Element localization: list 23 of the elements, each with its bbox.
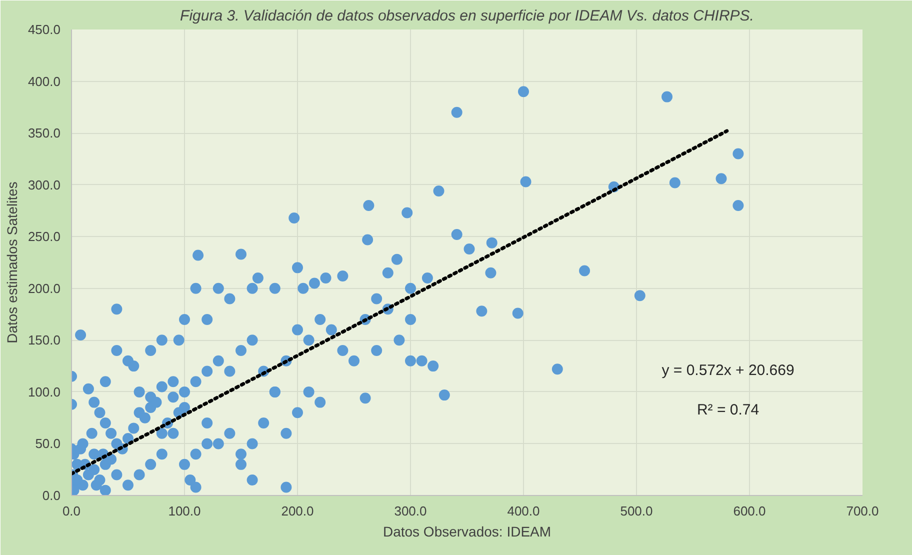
chart-title: Figura 3. Validación de datos observados en superficie por IDEAM Vs. datos CHIRPS.	[180, 8, 754, 24]
y-axis-title: Datos estimados Satelites	[4, 182, 20, 344]
y-tick-label: 200.0	[28, 280, 61, 296]
x-tick-label: 400.0	[507, 504, 540, 518]
y-tick-label: 450.0	[28, 22, 61, 37]
y-tick-label: 400.0	[28, 74, 61, 89]
y-tick-label: 350.0	[28, 126, 61, 141]
annotation: R² = 0.74	[696, 402, 760, 419]
x-tick-label: 0.0	[62, 504, 81, 518]
y-tick-label: 50.0	[35, 436, 61, 452]
x-tick-label: 300.0	[394, 504, 427, 518]
x-tick-label: 600.0	[733, 504, 766, 518]
x-tick-label: 100.0	[168, 504, 201, 518]
y-tick-label: 0.0	[42, 488, 61, 503]
y-tick-label: 150.0	[28, 332, 61, 348]
x-tick-label: 200.0	[281, 504, 314, 518]
x-tick-label: 700.0	[846, 504, 879, 518]
annotation: y = 0.572x + 20.669	[662, 362, 794, 379]
x-axis-title: Datos Observados: IDEAM	[382, 524, 552, 540]
x-tick-label: 500.0	[620, 504, 653, 518]
y-tick-label: 300.0	[28, 177, 61, 192]
y-tick-label: 250.0	[28, 229, 61, 244]
y-tick-label: 100.0	[28, 384, 61, 400]
